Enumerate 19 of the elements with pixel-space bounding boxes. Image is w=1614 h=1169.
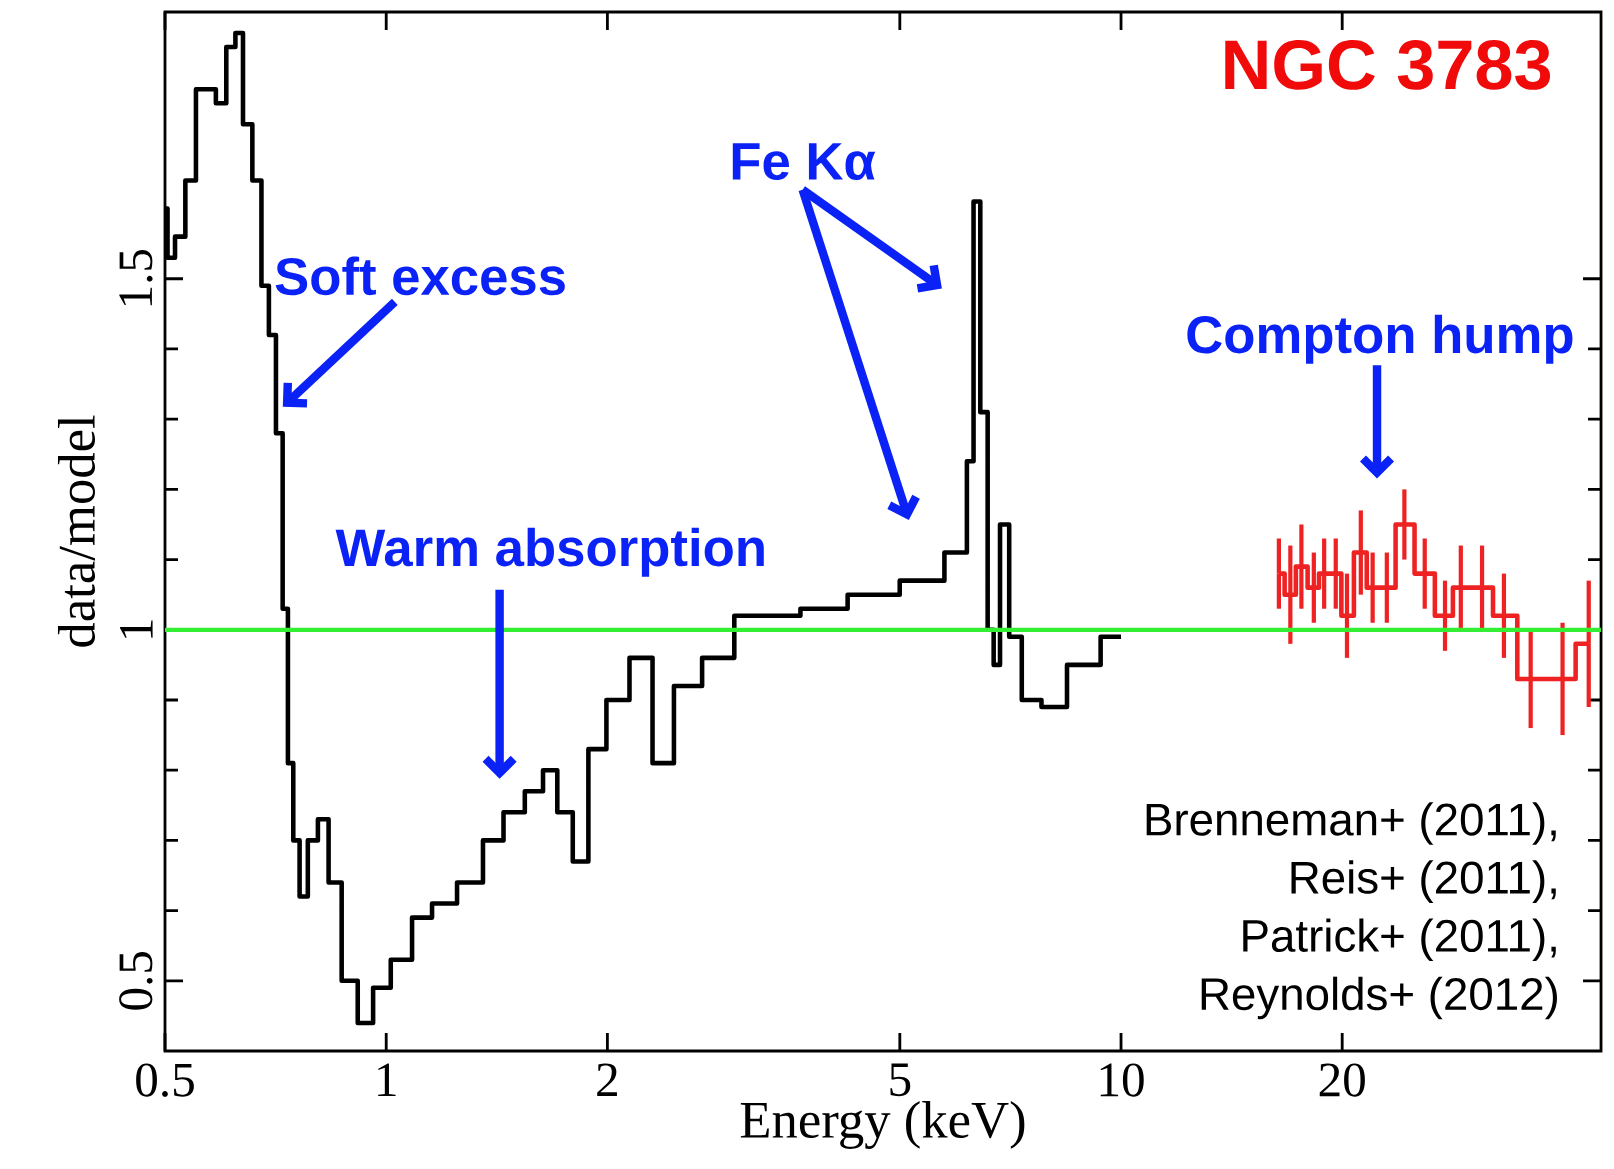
- annotation: Soft excess: [275, 256, 565, 296]
- annotation: Fe Kα: [732, 143, 876, 180]
- x-tick-label: 1: [378, 1063, 396, 1096]
- annotation: Patrick+ (2011),: [1243, 918, 1556, 962]
- annotation: Brenneman+ (2011),: [1146, 802, 1556, 845]
- x-axis-title: Energy (keV): [740, 1101, 1025, 1149]
- y-tick-label: 1: [120, 620, 153, 638]
- x-tick-label: 10: [1100, 1063, 1144, 1097]
- x-tick-label: 5: [890, 1063, 911, 1097]
- annotation: NGC 3783: [1225, 40, 1551, 90]
- x-tick-label: 2: [597, 1063, 617, 1096]
- y-tick-label: 1.5: [119, 249, 153, 306]
- x-tick-label: 20: [1319, 1063, 1365, 1097]
- annotation: Warm absorption: [335, 527, 764, 577]
- y-axis-title: data/model: [57, 415, 96, 647]
- annotation: Compton hump: [1187, 314, 1573, 364]
- annotation: Reis+ (2011),: [1291, 860, 1556, 903]
- y-tick-label: 0.5: [119, 951, 153, 1010]
- annotation: Reynolds+ (2012): [1201, 976, 1557, 1020]
